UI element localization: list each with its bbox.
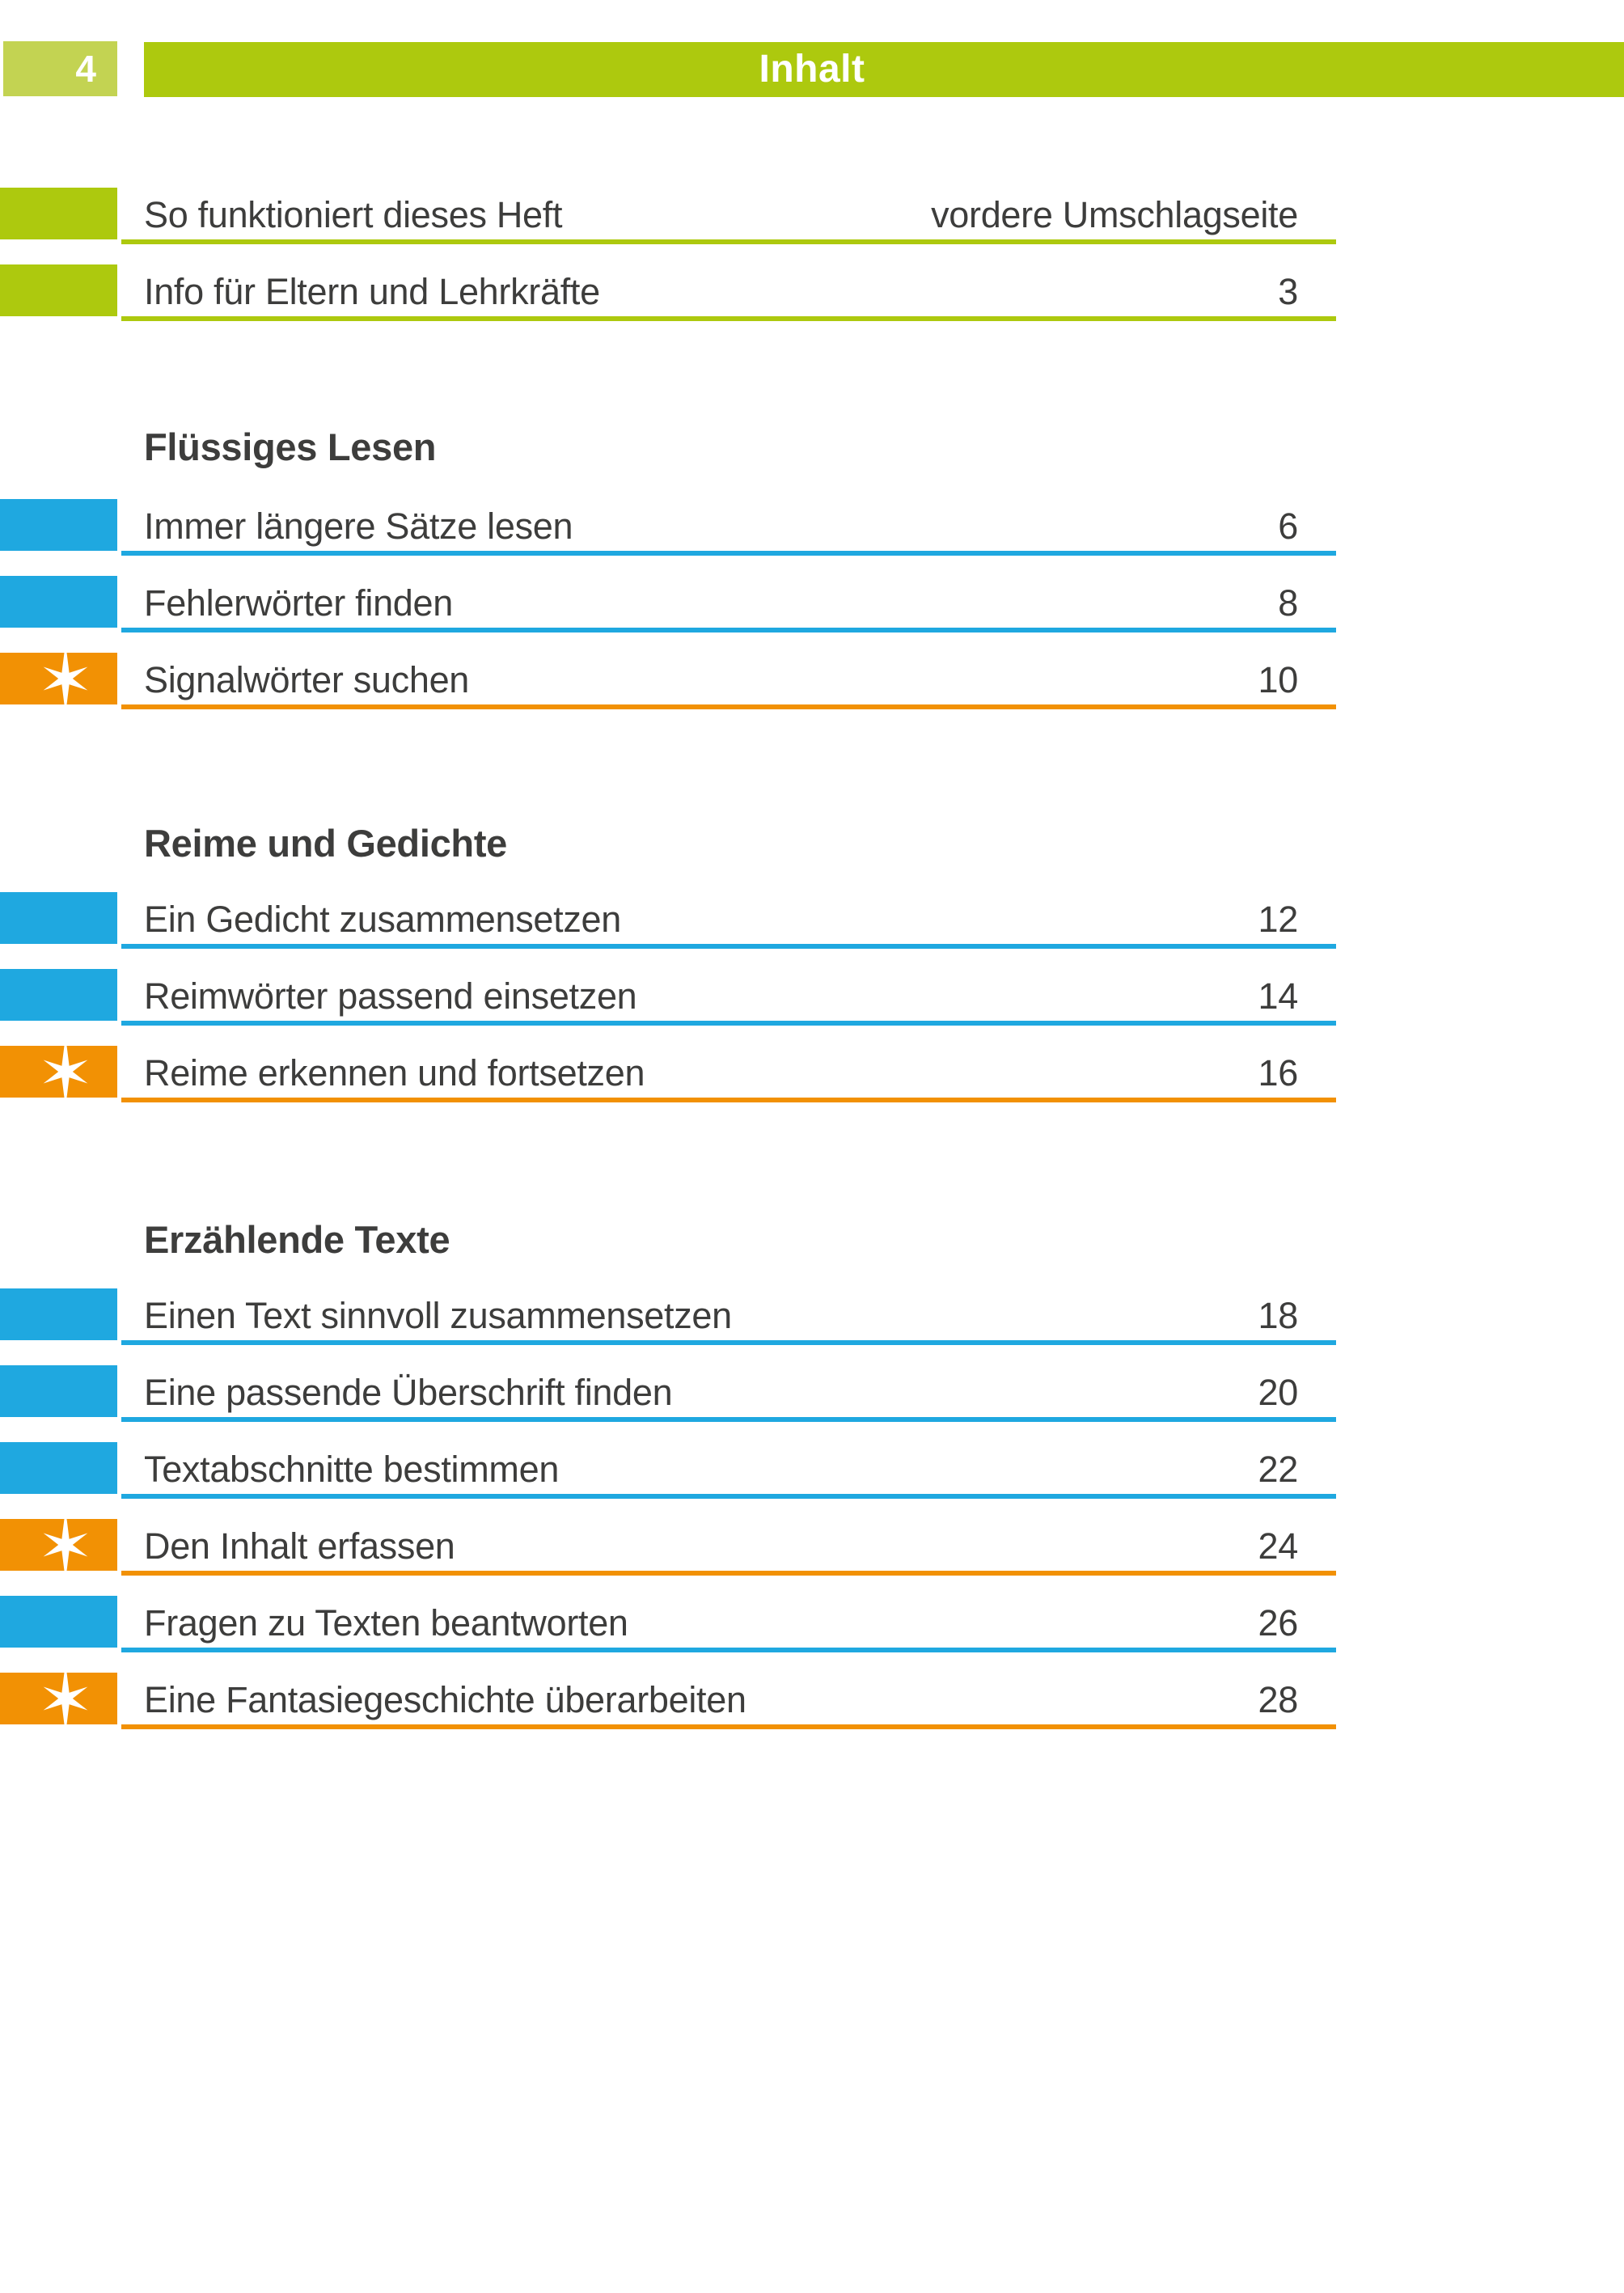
row-color-chip (0, 188, 117, 239)
row-label: Fragen zu Texten beantworten (144, 1602, 628, 1644)
row-color-chip (0, 499, 117, 551)
header-bar (144, 42, 1624, 97)
row-color-chip (0, 1288, 117, 1340)
star-icon (43, 1509, 88, 1580)
row-page-number: vordere Umschlagseite (931, 194, 1298, 235)
row-color-chip (0, 1596, 117, 1648)
row-color-chip (0, 1036, 117, 1107)
row-color-chip (0, 969, 117, 1021)
row-label: Info für Eltern und Lehrkräfte (144, 271, 600, 312)
row-underline (121, 1340, 1336, 1345)
row-color-chip (0, 576, 117, 628)
toc-row: Fragen zu Texten beantworten 26 (0, 1596, 1336, 1652)
toc-row: Fehlerwörter finden 8 (0, 576, 1336, 632)
row-color-chip (0, 892, 117, 944)
section-heading: Flüssiges Lesen (144, 425, 437, 468)
section-heading: Erzählende Texte (144, 1218, 450, 1261)
row-page-number: 28 (1258, 1679, 1299, 1720)
row-underline (121, 1724, 1336, 1729)
row-page-number: 3 (1278, 271, 1298, 312)
row-label: Eine passende Überschrift finden (144, 1372, 673, 1413)
toc-row: Signalwörter suchen 10 (0, 643, 1336, 714)
page-number-badge: 4 (3, 41, 117, 96)
row-label: Signalwörter suchen (144, 659, 470, 700)
row-label: Fehlerwörter finden (144, 582, 453, 624)
row-page-number: 16 (1258, 1052, 1299, 1094)
row-label: Textabschnitte bestimmen (144, 1449, 560, 1490)
row-underline (121, 628, 1336, 632)
row-label: Immer längere Sätze lesen (144, 506, 573, 547)
toc-row: Textabschnitte bestimmen 22 (0, 1442, 1336, 1499)
star-icon (43, 1663, 88, 1734)
row-page-number: 20 (1258, 1372, 1299, 1413)
toc-row: Den Inhalt erfassen 24 (0, 1509, 1336, 1580)
row-label: Einen Text sinnvoll zusammensetzen (144, 1295, 732, 1336)
toc-row: Einen Text sinnvoll zusammensetzen 18 (0, 1288, 1336, 1345)
row-page-number: 10 (1258, 659, 1299, 700)
row-underline (121, 316, 1336, 321)
row-color-chip (0, 1442, 117, 1494)
row-color-chip (0, 1365, 117, 1417)
row-underline (121, 1494, 1336, 1499)
star-icon (43, 643, 88, 714)
row-page-number: 18 (1258, 1295, 1299, 1336)
row-underline (121, 239, 1336, 244)
row-underline (121, 1571, 1336, 1576)
row-label: Eine Fantasiegeschichte überarbeiten (144, 1679, 746, 1720)
row-underline (121, 944, 1336, 949)
row-underline (121, 551, 1336, 556)
toc-row: So funktioniert dieses Heft vordere Umsch… (0, 188, 1336, 244)
row-underline (121, 1021, 1336, 1026)
row-underline (121, 1417, 1336, 1422)
section-heading: Reime und Gedichte (144, 822, 508, 865)
row-label: Ein Gedicht zusammensetzen (144, 899, 621, 940)
row-page-number: 14 (1258, 975, 1299, 1017)
row-color-chip (0, 1663, 117, 1734)
row-page-number: 24 (1258, 1525, 1299, 1567)
row-color-chip (0, 1509, 117, 1580)
toc-row: Ein Gedicht zusammensetzen 12 (0, 892, 1336, 949)
row-color-chip (0, 643, 117, 714)
row-label: So funktioniert dieses Heft (144, 194, 563, 235)
row-color-chip (0, 264, 117, 316)
star-icon (43, 1036, 88, 1107)
page-title: Inhalt (759, 48, 865, 91)
toc-row: Eine Fantasiegeschichte überarbeiten 28 (0, 1663, 1336, 1734)
toc-row: Info für Eltern und Lehrkräfte 3 (0, 264, 1336, 321)
row-page-number: 12 (1258, 899, 1299, 940)
row-page-number: 8 (1278, 582, 1298, 624)
row-page-number: 26 (1258, 1602, 1299, 1644)
row-underline (121, 1098, 1336, 1102)
toc-row: Reime erkennen und fortsetzen 16 (0, 1036, 1336, 1107)
row-label: Reime erkennen und fortsetzen (144, 1052, 645, 1094)
row-label: Den Inhalt erfassen (144, 1525, 455, 1567)
toc-row: Immer längere Sätze lesen 6 (0, 499, 1336, 556)
row-label: Reimwörter passend einsetzen (144, 975, 637, 1017)
toc-row: Eine passende Überschrift finden 20 (0, 1365, 1336, 1422)
row-underline (121, 1648, 1336, 1652)
row-underline (121, 704, 1336, 709)
row-page-number: 6 (1278, 506, 1298, 547)
row-page-number: 22 (1258, 1449, 1299, 1490)
toc-row: Reimwörter passend einsetzen 14 (0, 969, 1336, 1026)
